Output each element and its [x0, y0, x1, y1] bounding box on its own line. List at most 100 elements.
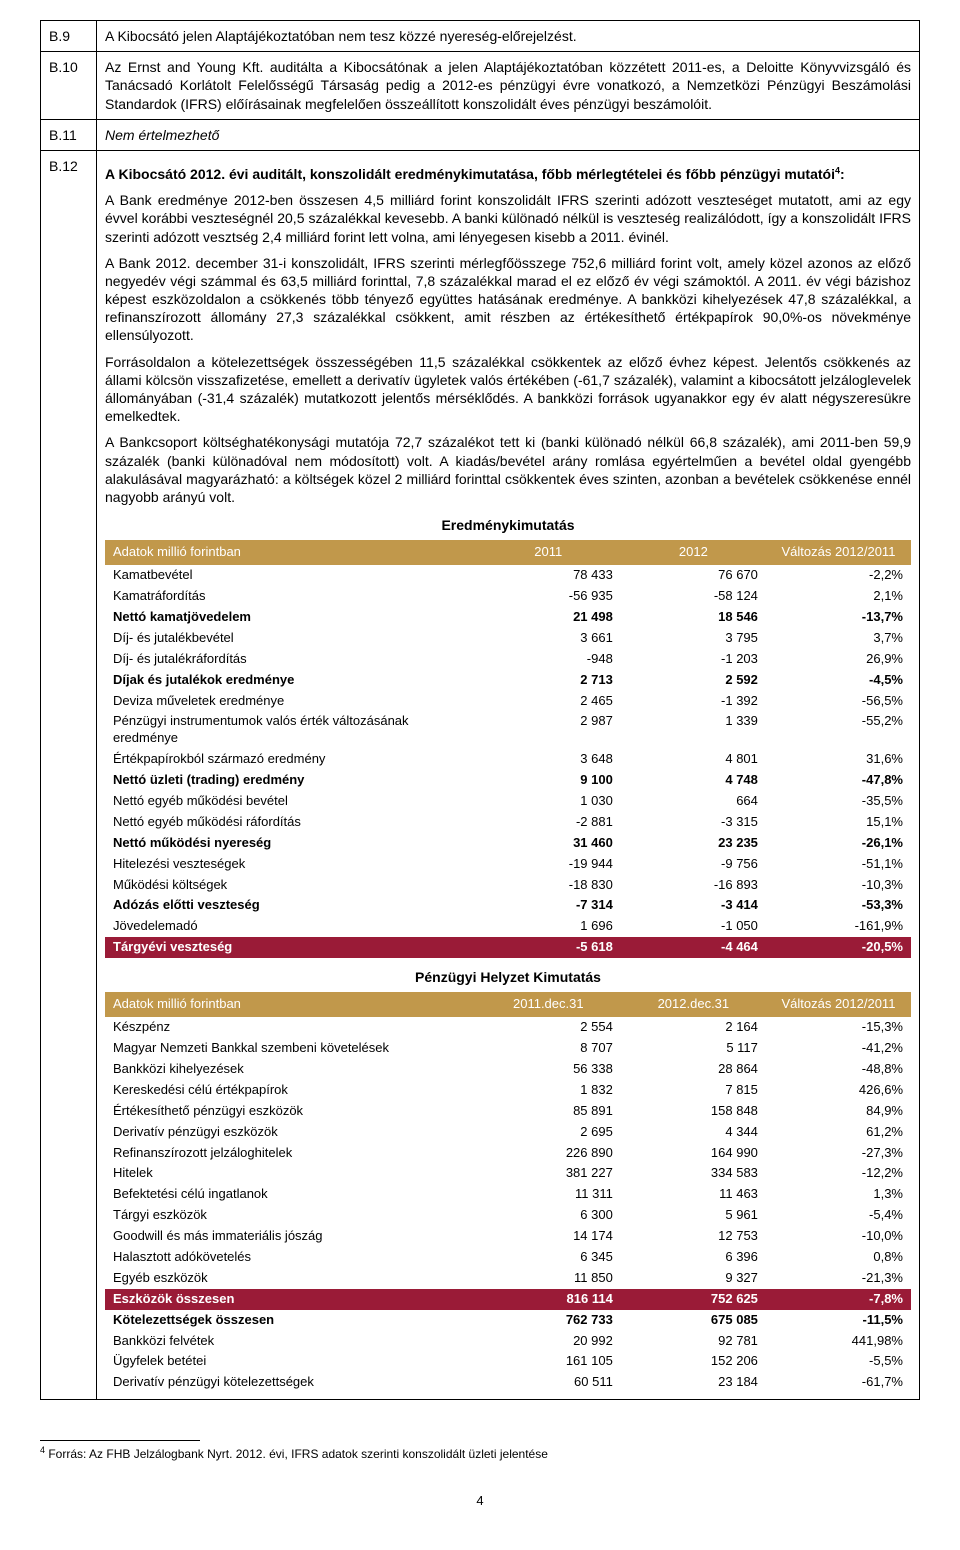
cell-change: -48,8% — [766, 1059, 911, 1080]
cell-value: 31 460 — [476, 833, 621, 854]
cell-value: -7 314 — [476, 895, 621, 916]
cell-value: 5 117 — [621, 1038, 766, 1059]
cell-change: 26,9% — [766, 649, 911, 670]
cell-value: 28 864 — [621, 1059, 766, 1080]
footnote: 4 Forrás: Az FHB Jelzálogbank Nyrt. 2012… — [40, 1445, 920, 1463]
cell-value: 6 345 — [476, 1247, 621, 1268]
table-row: Működési költségek-18 830-16 893-10,3% — [105, 875, 911, 896]
cell-value: 2 554 — [476, 1017, 621, 1038]
cell-label: Nettó üzleti (trading) eredmény — [105, 770, 476, 791]
cell-value: -3 414 — [621, 895, 766, 916]
cell-change: 15,1% — [766, 812, 911, 833]
table-row: Bankközi kihelyezések56 33828 864-48,8% — [105, 1059, 911, 1080]
table-row: Adózás előtti veszteség-7 314-3 414-53,3… — [105, 895, 911, 916]
cell-value: 7 815 — [621, 1080, 766, 1101]
table-row: Egyéb eszközök11 8509 327-21,3% — [105, 1268, 911, 1289]
cell-value: 23 184 — [621, 1372, 766, 1393]
cell-label: Díjak és jutalékok eredménye — [105, 670, 476, 691]
cell-value: -56 935 — [476, 586, 621, 607]
page-number: 4 — [40, 1493, 920, 1510]
cell-value: 60 511 — [476, 1372, 621, 1393]
cell-value: 158 848 — [621, 1101, 766, 1122]
b12-heading-suffix: : — [840, 166, 845, 182]
cell-value: 226 890 — [476, 1143, 621, 1164]
cell-label: Tárgyi eszközök — [105, 1205, 476, 1226]
table-row: Tárgyévi veszteség-5 618-4 464-20,5% — [105, 937, 911, 958]
table1-body: Kamatbevétel78 43376 670-2,2%Kamatráford… — [105, 565, 911, 958]
cell-value: 23 235 — [621, 833, 766, 854]
cell-change: -53,3% — [766, 895, 911, 916]
cell-value: 1 339 — [621, 711, 766, 749]
table2-h1: 2011.dec.31 — [476, 992, 621, 1017]
cell-value: 2 713 — [476, 670, 621, 691]
table1-h0: Adatok millió forintban — [105, 540, 476, 565]
cell-change: -2,2% — [766, 565, 911, 586]
cell-change: -51,1% — [766, 854, 911, 875]
cell-change: -27,3% — [766, 1143, 911, 1164]
cell-label: Bankközi kihelyezések — [105, 1059, 476, 1080]
cell-value: 4 748 — [621, 770, 766, 791]
row-b9-label: B.9 — [41, 21, 97, 52]
cell-value: 6 396 — [621, 1247, 766, 1268]
table-row: Deviza műveletek eredménye2 465-1 392-56… — [105, 691, 911, 712]
table-row: Eszközök összesen816 114752 625-7,8% — [105, 1289, 911, 1310]
cell-change: -11,5% — [766, 1310, 911, 1331]
cell-value: 2 695 — [476, 1122, 621, 1143]
table-row: Hitelezési veszteségek-19 944-9 756-51,1… — [105, 854, 911, 875]
table1-h1: 2011 — [476, 540, 621, 565]
cell-value: 334 583 — [621, 1163, 766, 1184]
cell-value: 14 174 — [476, 1226, 621, 1247]
cell-value: 12 753 — [621, 1226, 766, 1247]
cell-value: -2 881 — [476, 812, 621, 833]
cell-change: -4,5% — [766, 670, 911, 691]
cell-value: -5 618 — [476, 937, 621, 958]
cell-value: 664 — [621, 791, 766, 812]
cell-value: -1 050 — [621, 916, 766, 937]
cell-label: Értékesíthető pénzügyi eszközök — [105, 1101, 476, 1122]
cell-label: Tárgyévi veszteség — [105, 937, 476, 958]
row-b10-text: Az Ernst and Young Kft. auditálta a Kibo… — [97, 52, 920, 120]
table2-h3: Változás 2012/2011 — [766, 992, 911, 1017]
table-row: Kötelezettségek összesen762 733675 085-1… — [105, 1310, 911, 1331]
cell-change: -56,5% — [766, 691, 911, 712]
cell-label: Befektetési célú ingatlanok — [105, 1184, 476, 1205]
cell-change: -7,8% — [766, 1289, 911, 1310]
cell-value: 9 100 — [476, 770, 621, 791]
table-row: Tárgyi eszközök6 3005 961-5,4% — [105, 1205, 911, 1226]
table-row: Díj- és jutalékbevétel3 6613 7953,7% — [105, 628, 911, 649]
cell-value: 816 114 — [476, 1289, 621, 1310]
cell-value: -18 830 — [476, 875, 621, 896]
row-b11-text: Nem értelmezhető — [97, 119, 920, 150]
cell-value: 92 781 — [621, 1331, 766, 1352]
cell-value: 56 338 — [476, 1059, 621, 1080]
cell-value: -4 464 — [621, 937, 766, 958]
table-row: Bankközi felvétek20 99292 781441,98% — [105, 1331, 911, 1352]
cell-value: 2 164 — [621, 1017, 766, 1038]
cell-value: -3 315 — [621, 812, 766, 833]
cell-value: 1 832 — [476, 1080, 621, 1101]
cell-value: 164 990 — [621, 1143, 766, 1164]
cell-change: -35,5% — [766, 791, 911, 812]
cell-label: Ügyfelek betétei — [105, 1351, 476, 1372]
footnote-text: Forrás: Az FHB Jelzálogbank Nyrt. 2012. … — [45, 1447, 548, 1461]
cell-label: Díj- és jutalékbevétel — [105, 628, 476, 649]
table-row: Goodwill és más immateriális jószág14 17… — [105, 1226, 911, 1247]
table-row: Nettó egyéb működési bevétel1 030664-35,… — [105, 791, 911, 812]
cell-label: Bankközi felvétek — [105, 1331, 476, 1352]
cell-value: -58 124 — [621, 586, 766, 607]
table2-h2: 2012.dec.31 — [621, 992, 766, 1017]
table-row: Értékpapírokból származó eredmény3 6484 … — [105, 749, 911, 770]
table-row: Derivatív pénzügyi eszközök2 6954 34461,… — [105, 1122, 911, 1143]
page: B.9 A Kibocsátó jelen Alaptájékoztatóban… — [0, 0, 960, 1550]
table-row: Díj- és jutalékráfordítás-948-1 20326,9% — [105, 649, 911, 670]
cell-label: Egyéb eszközök — [105, 1268, 476, 1289]
cell-value: -16 893 — [621, 875, 766, 896]
footnote-separator — [40, 1440, 200, 1441]
cell-label: Kötelezettségek összesen — [105, 1310, 476, 1331]
table1-title: Eredménykimutatás — [105, 516, 911, 534]
table1: Adatok millió forintban 2011 2012 Változ… — [105, 540, 911, 958]
table1-h2: 2012 — [621, 540, 766, 565]
b12-p2: A Bank 2012. december 31-i konszolidált,… — [105, 254, 911, 345]
cell-value: 85 891 — [476, 1101, 621, 1122]
cell-value: 1 030 — [476, 791, 621, 812]
